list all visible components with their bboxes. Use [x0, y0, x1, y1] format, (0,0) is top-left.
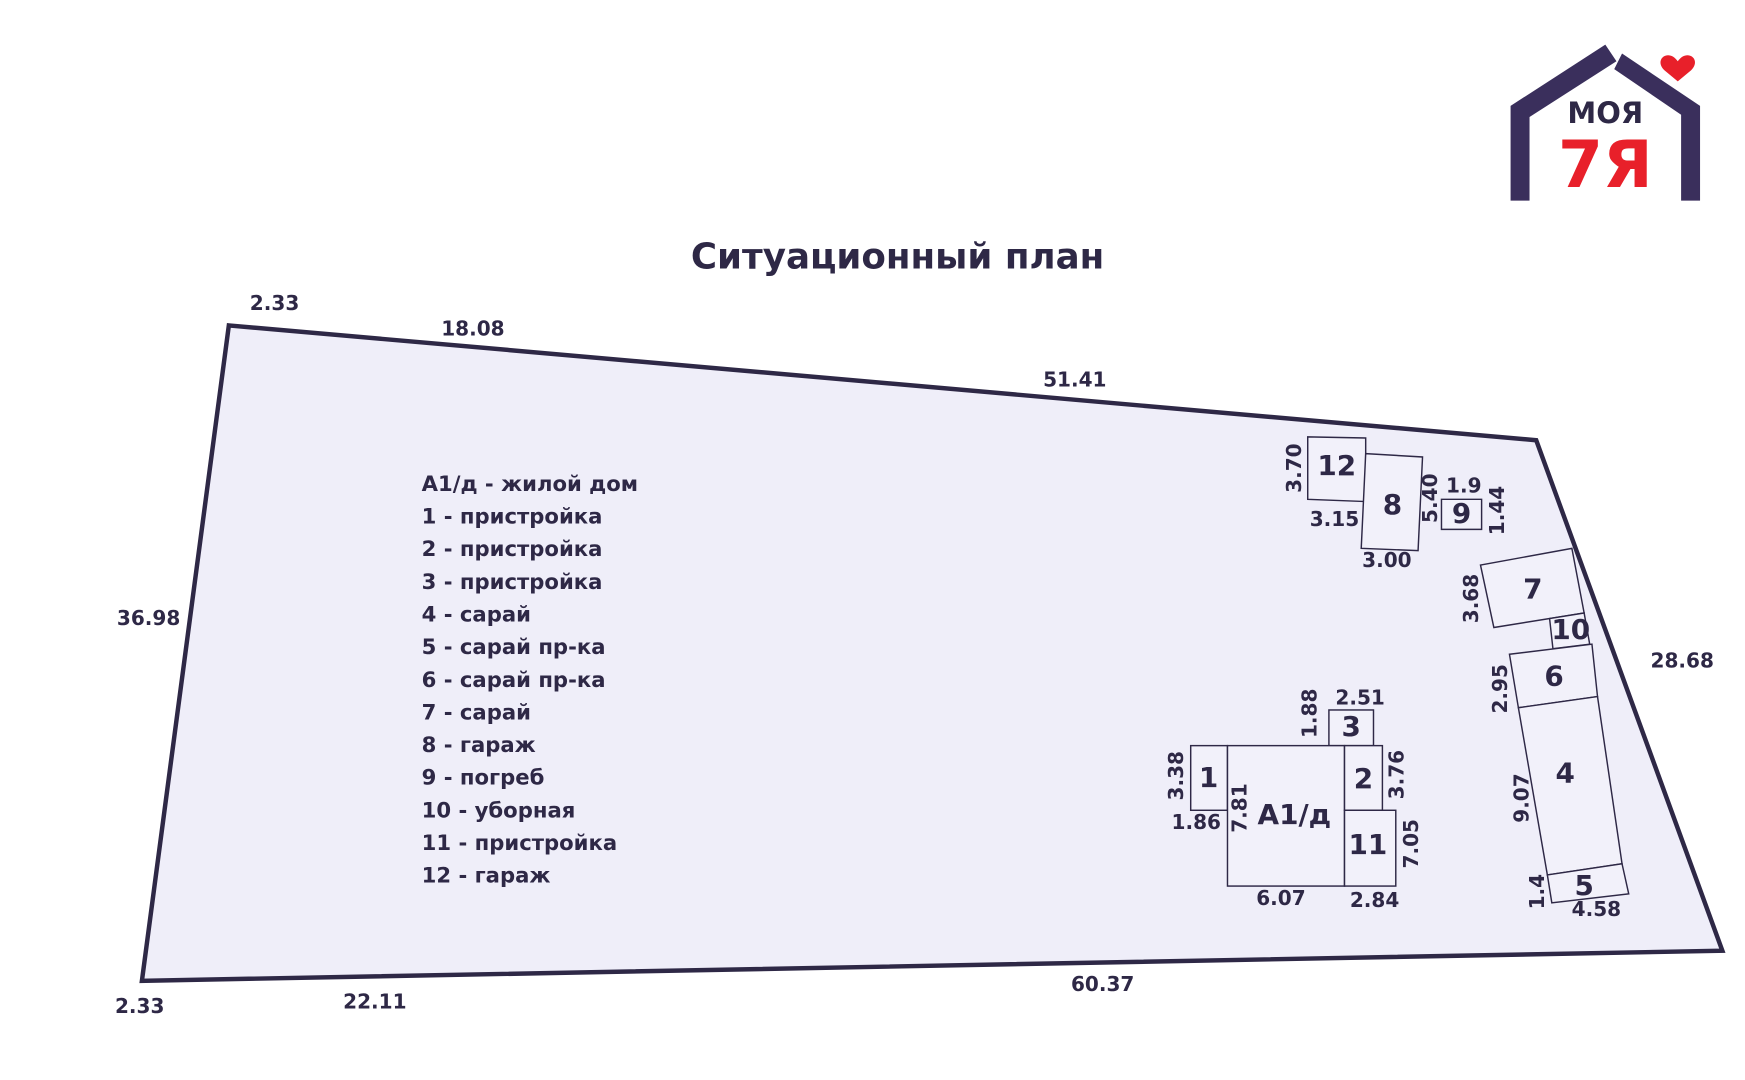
dimension-label: 22.11 — [343, 990, 406, 1014]
building-label: 8 — [1383, 488, 1402, 521]
dimension-label: 2.33 — [250, 291, 299, 315]
building-label: 4 — [1555, 757, 1574, 790]
dimension-label: 3.15 — [1310, 507, 1359, 531]
dimension-label: 2.51 — [1335, 685, 1384, 709]
dimension-label: 1.4 — [1525, 874, 1549, 910]
legend-item: 12 - гараж — [422, 863, 551, 888]
building-label: 9 — [1452, 497, 1471, 530]
dimension-label: 1.44 — [1485, 486, 1509, 536]
dimension-label: 60.37 — [1071, 972, 1134, 996]
dimension-label: 5.40 — [1418, 473, 1442, 522]
building — [1360, 452, 1424, 552]
logo-top: МОЯ — [1567, 96, 1643, 130]
legend-item: 3 - пристройка — [422, 569, 603, 594]
building — [1343, 744, 1384, 812]
building — [1546, 862, 1630, 904]
building-label: 3 — [1342, 710, 1361, 743]
legend-item: 11 - пристройка — [422, 830, 617, 855]
dimension-label: 18.08 — [441, 316, 504, 340]
labels: А1/д - жилой дом 1 - пристройка 2 - пристр… — [115, 291, 1714, 1018]
dimension-label: 3.38 — [1164, 751, 1188, 800]
building-label: 10 — [1551, 613, 1590, 646]
building-label: А1/д — [1258, 798, 1332, 831]
legend-item: А1/д - жилой дом — [422, 471, 638, 496]
dimension-label: 3.70 — [1282, 443, 1306, 492]
building — [1343, 809, 1397, 887]
dimension-label: 9.07 — [1509, 773, 1533, 822]
dimension-label: 1.9 — [1446, 474, 1482, 498]
dimension-label: 3.68 — [1459, 574, 1483, 623]
legend-item: 4 - сарай — [422, 601, 531, 626]
dimension-label: 7.05 — [1399, 819, 1423, 868]
dimension-label: 28.68 — [1651, 649, 1714, 673]
building-label: 2 — [1354, 762, 1373, 795]
title: Ситуационный план — [691, 237, 1104, 278]
dimension-label: 36.98 — [117, 606, 180, 630]
building — [1328, 709, 1375, 747]
building-label: 12 — [1317, 449, 1356, 482]
legend-item: 9 - погреб — [422, 765, 545, 790]
building-label: 5 — [1574, 869, 1593, 902]
building-label: 7 — [1523, 573, 1542, 606]
building — [1440, 498, 1483, 531]
dimension-label: 3.00 — [1362, 548, 1411, 572]
logo-bottom: 7Я — [1558, 128, 1653, 203]
dimension-label: 1.86 — [1172, 810, 1221, 834]
legend-item: 2 - пристройка — [422, 536, 603, 561]
dimension-label: 2.95 — [1488, 664, 1512, 713]
dimension-label: 3.76 — [1385, 750, 1409, 799]
legend-item: 5 - сарай пр-ка — [422, 634, 606, 659]
legend-item: 6 - сарай пр-ка — [422, 667, 606, 692]
building-label: 6 — [1544, 660, 1563, 693]
dimension-label: 7.81 — [1227, 783, 1251, 832]
building-label: 11 — [1349, 828, 1388, 861]
dimension-label: 2.33 — [115, 994, 164, 1018]
dimension-label: 4.58 — [1572, 897, 1621, 921]
logo: МОЯ 7Я — [1510, 44, 1701, 203]
dimension-label: 1.88 — [1298, 689, 1322, 738]
buildings — [1189, 436, 1630, 904]
dimension-label: 51.41 — [1043, 368, 1106, 392]
dimension-label: 6.07 — [1256, 886, 1305, 910]
legend-item: 1 - пристройка — [422, 503, 603, 528]
legend-item: 8 - гараж — [422, 732, 536, 757]
building-label: 1 — [1199, 761, 1218, 794]
building — [1189, 744, 1229, 812]
dimension-label: 2.84 — [1350, 888, 1400, 912]
legend-item: 7 - сарай — [422, 699, 531, 724]
legend-item: 10 - уборная — [422, 797, 576, 822]
plot-boundary — [139, 323, 1726, 984]
